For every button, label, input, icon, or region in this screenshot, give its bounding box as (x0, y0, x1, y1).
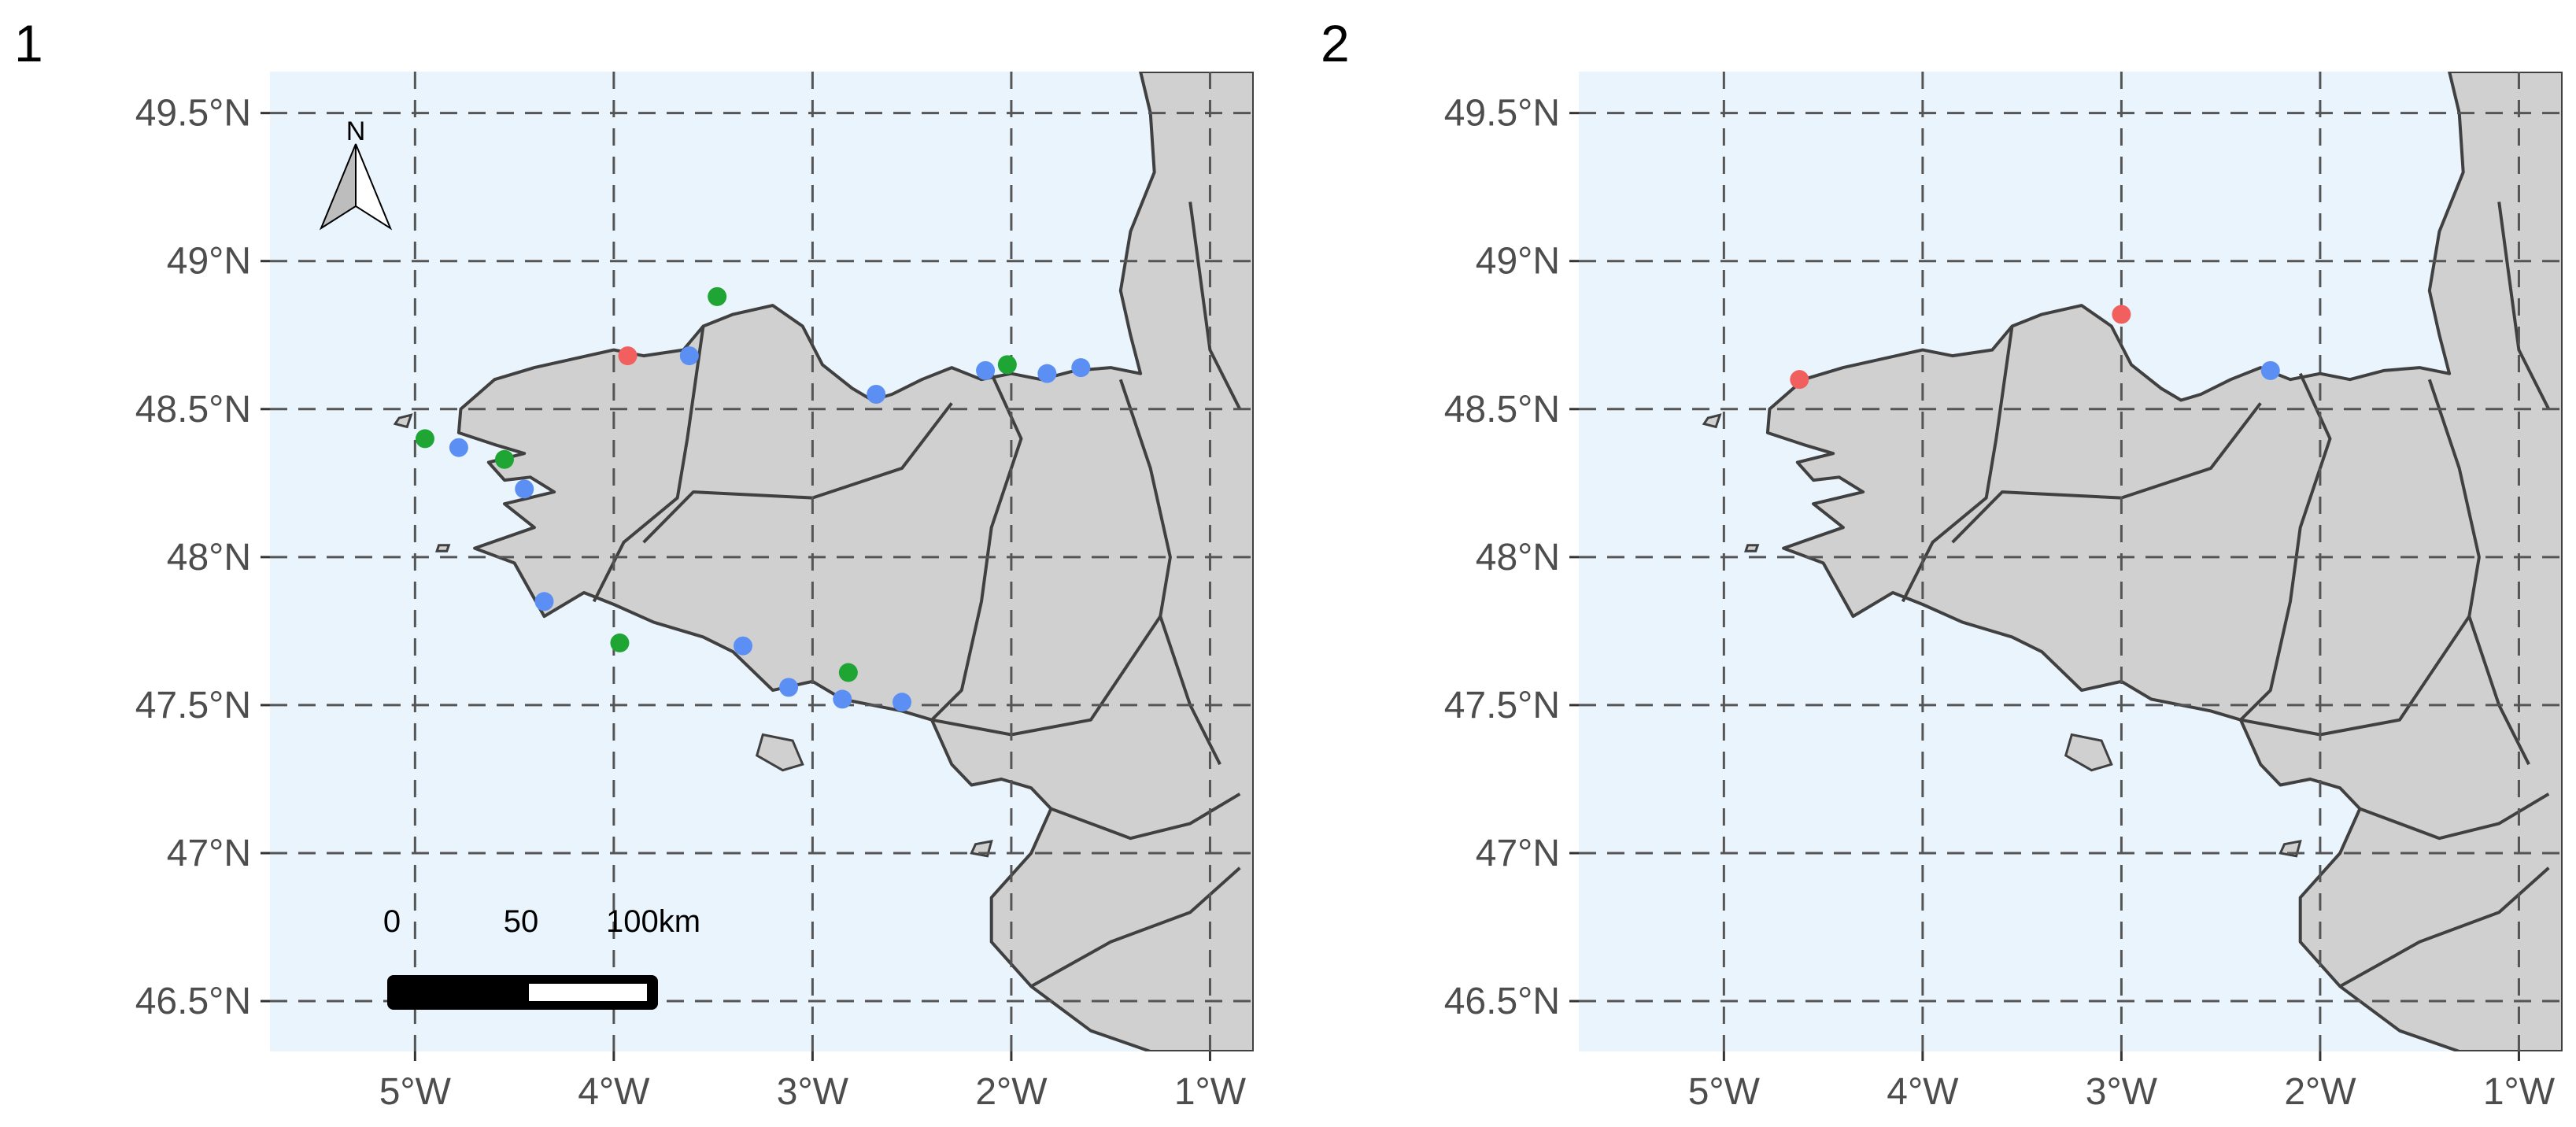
x-tick-label: 2°W (975, 1071, 1048, 1113)
north-arrow-right-half (355, 143, 393, 231)
map-geometry (1579, 72, 2563, 1051)
y-tick-label: 46.5°N (135, 981, 251, 1022)
region-border-6 (2240, 615, 2471, 737)
region-border-5 (1188, 201, 1242, 410)
sample-point-blue (867, 384, 886, 404)
region-border-4 (1118, 379, 1221, 766)
scale-bar-segment (529, 984, 647, 1001)
island-4 (435, 544, 451, 552)
island-1 (755, 733, 804, 772)
x-tick-label: 3°W (2086, 1071, 2158, 1113)
island-4 (1744, 544, 1760, 552)
x-tick-label: 2°W (2284, 1071, 2356, 1113)
x-tick-label: 5°W (1688, 1071, 1761, 1113)
scale-bar-label: 100km (606, 904, 700, 939)
sample-point-blue (2260, 360, 2280, 380)
y-tick-label: 47.5°N (1444, 685, 1560, 726)
panel-tag: 2 (1321, 14, 1350, 72)
sample-point-green (415, 429, 434, 449)
region-border-8 (1030, 866, 1241, 988)
map-panel-1: 5°W 4°W 3°W 2°W 1°W 49.5°N 49°N 48.5°N 48°N 47.5°… (14, 14, 1254, 1113)
sample-point-blue (679, 346, 699, 366)
region-border-3 (2239, 372, 2332, 722)
sample-point-blue (734, 636, 753, 656)
sample-point-blue (976, 360, 996, 380)
map-geometry (270, 72, 1254, 1051)
sample-point-green (838, 663, 858, 682)
x-tick-label: 4°W (578, 1071, 650, 1113)
north-arrow-label: N (346, 116, 366, 146)
sample-point-blue (515, 479, 534, 499)
x-tick-label: 4°W (1887, 1071, 1959, 1113)
map-panel-2: 5°W 4°W 3°W 2°W 1°W 49.5°N 49°N 48.5°N 48°N 47.5°… (1321, 14, 2563, 1113)
sample-point-blue (449, 438, 468, 457)
island-2 (393, 413, 413, 429)
y-tick-label: 47°N (167, 833, 251, 874)
x-tick-label: 1°W (1174, 1071, 1247, 1113)
region-border-7 (1050, 793, 1241, 841)
region-border-5 (2497, 201, 2551, 410)
region-border-7 (2359, 793, 2550, 841)
y-tick-label: 48.5°N (1444, 389, 1560, 430)
land-mass (456, 72, 1254, 1051)
island-2 (1702, 413, 1722, 429)
scale-bar-label: 0 (383, 904, 401, 939)
y-tick-label: 47°N (1476, 833, 1560, 874)
region-border-3 (930, 372, 1023, 722)
sample-point-green (494, 449, 514, 469)
x-tick-label: 1°W (2483, 1071, 2556, 1113)
sample-point-blue (893, 693, 912, 712)
sample-point-green (708, 286, 727, 306)
region-border-6 (931, 615, 1162, 737)
x-tick-label: 3°W (777, 1071, 849, 1113)
y-tick-label: 46.5°N (1444, 981, 1560, 1022)
scale-bar: 0 50 100km (383, 904, 700, 1010)
y-tick-label: 49.5°N (135, 93, 251, 135)
sample-point-blue (833, 689, 852, 709)
panel-tag: 1 (14, 14, 43, 72)
sample-point-green (610, 633, 630, 652)
north-arrow: N (319, 116, 393, 231)
y-tick-label: 49°N (1476, 241, 1560, 283)
sample-point-red (1790, 370, 1809, 390)
sample-point-blue (1071, 358, 1091, 378)
sample-point-red (618, 346, 638, 366)
sample-point-blue (779, 678, 799, 697)
y-tick-label: 48°N (1476, 537, 1560, 578)
sample-point-green (997, 355, 1017, 375)
y-tick-label: 48°N (167, 537, 251, 578)
y-tick-label: 49.5°N (1444, 93, 1560, 135)
sample-point-blue (534, 592, 554, 612)
y-tick-label: 48.5°N (135, 389, 251, 430)
island-1 (2064, 733, 2113, 772)
y-tick-label: 47.5°N (135, 685, 251, 726)
y-tick-label: 49°N (167, 241, 251, 283)
region-border-8 (2339, 866, 2550, 988)
x-tick-label: 5°W (379, 1071, 452, 1113)
sample-point-blue (1037, 364, 1057, 383)
land-mass (1765, 72, 2563, 1051)
scale-bar-label: 50 (504, 904, 539, 939)
sample-point-red (2112, 305, 2131, 324)
region-border-4 (2427, 379, 2530, 766)
